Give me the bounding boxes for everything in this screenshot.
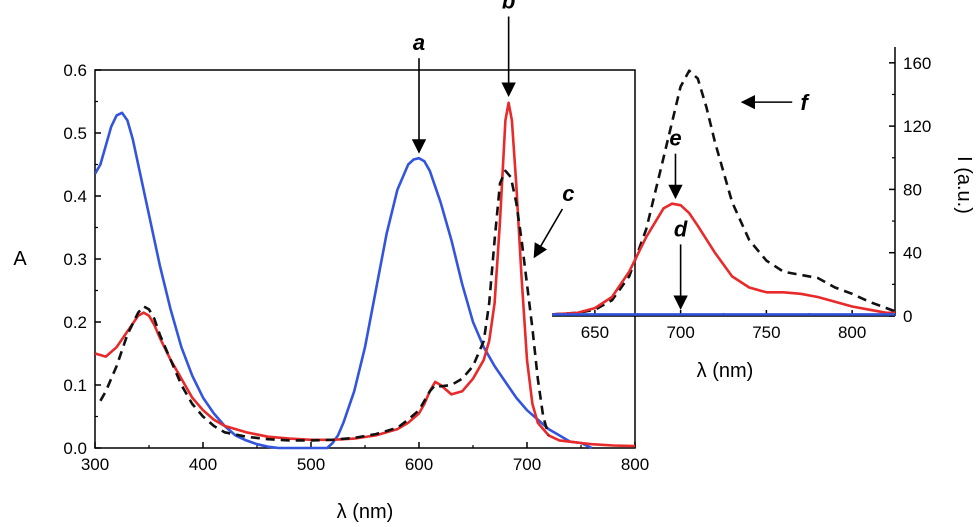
x-tick-label: 800 (838, 323, 866, 342)
annotation-f: f (740, 90, 811, 115)
series-line-2 (99, 169, 550, 442)
annotation-label: e (669, 126, 681, 151)
main-plot: 300 400 500 600 700 8000.00.10.20.30.40.50.6 … (13, 0, 649, 523)
y-tick-0.6: 0.6 (63, 61, 101, 80)
annotation-label: a (413, 30, 425, 55)
series-line-0 (552, 69, 895, 316)
x-tick-300: 300 (81, 442, 109, 474)
y-tick-0.3: 0.3 (63, 250, 101, 269)
main-y-axis-label: A (13, 248, 27, 270)
y-tick-label: 0.4 (63, 187, 87, 206)
annotation-arrow (533, 208, 564, 259)
x-tick-label: 650 (581, 323, 609, 342)
y-tick-label: 40 (903, 244, 922, 263)
x-tick-400: 400 (189, 442, 217, 474)
y-tick-label: 160 (903, 54, 931, 73)
y-tick-0.5: 0.5 (63, 124, 101, 143)
annotation-label: f (801, 90, 811, 115)
y-tick-label: 0.2 (63, 313, 87, 332)
annotation-label: b (502, 0, 515, 14)
x-tick-600: 600 (405, 442, 433, 474)
inset-y-axis-label: I (a.u.) (953, 156, 975, 214)
y-tick-0.0: 0.0 (63, 439, 101, 458)
y-tick-120: 120 (889, 117, 931, 136)
y-tick-0.1: 0.1 (63, 376, 101, 395)
x-tick-label: 750 (752, 323, 780, 342)
y-tick-label: 0.1 (63, 376, 87, 395)
x-tick-label: 400 (189, 455, 217, 474)
series-line-0 (95, 111, 593, 450)
annotation-label: d (674, 216, 688, 241)
x-tick-label: 600 (405, 455, 433, 474)
annotation-d: d (673, 216, 688, 310)
x-tick-label: 300 (81, 455, 109, 474)
x-tick-700: 700 (513, 442, 541, 474)
main-series (95, 101, 635, 450)
x-tick-label: 700 (513, 455, 541, 474)
annotation-c: c (533, 181, 575, 259)
inset-series (552, 69, 895, 316)
annotation-e: e (668, 126, 683, 200)
y-tick-label: 0.3 (63, 250, 87, 269)
inset-ticks: 650 700 750 800 0 40 80 120 160 (581, 54, 932, 342)
y-tick-label: 80 (903, 180, 922, 199)
y-tick-label: 0.5 (63, 124, 87, 143)
x-tick-label: 800 (621, 455, 649, 474)
main-x-axis-label: λ (nm) (337, 501, 394, 523)
annotation-label: c (562, 181, 574, 206)
y-tick-label: 0.0 (63, 439, 87, 458)
y-tick-0.2: 0.2 (63, 313, 101, 332)
series-line-1 (552, 202, 895, 316)
inset-annotations: d e f (668, 90, 811, 310)
main-ticks: 300 400 500 600 700 800 0.0 0.1 0.2 0.3 0.4 0.5 0.6 (63, 61, 649, 474)
y-tick-label: 0.6 (63, 61, 87, 80)
y-tick-0.4: 0.4 (63, 187, 101, 206)
series-line-1 (95, 101, 635, 448)
y-tick-80: 80 (889, 180, 922, 199)
annotation-a: a (411, 30, 427, 154)
y-tick-160: 160 (889, 54, 931, 73)
y-tick-label: 120 (903, 117, 931, 136)
inset-x-axis-label: λ (nm) (697, 360, 754, 382)
y-tick-0: 0 (889, 307, 912, 326)
y-tick-label: 0 (903, 307, 912, 326)
x-tick-label: 500 (297, 455, 325, 474)
main-plot-frame (94, 69, 636, 449)
x-tick-label: 700 (666, 323, 694, 342)
annotation-b: b (501, 0, 516, 97)
main-annotations: a b c (411, 0, 575, 259)
y-tick-40: 40 (889, 244, 922, 263)
